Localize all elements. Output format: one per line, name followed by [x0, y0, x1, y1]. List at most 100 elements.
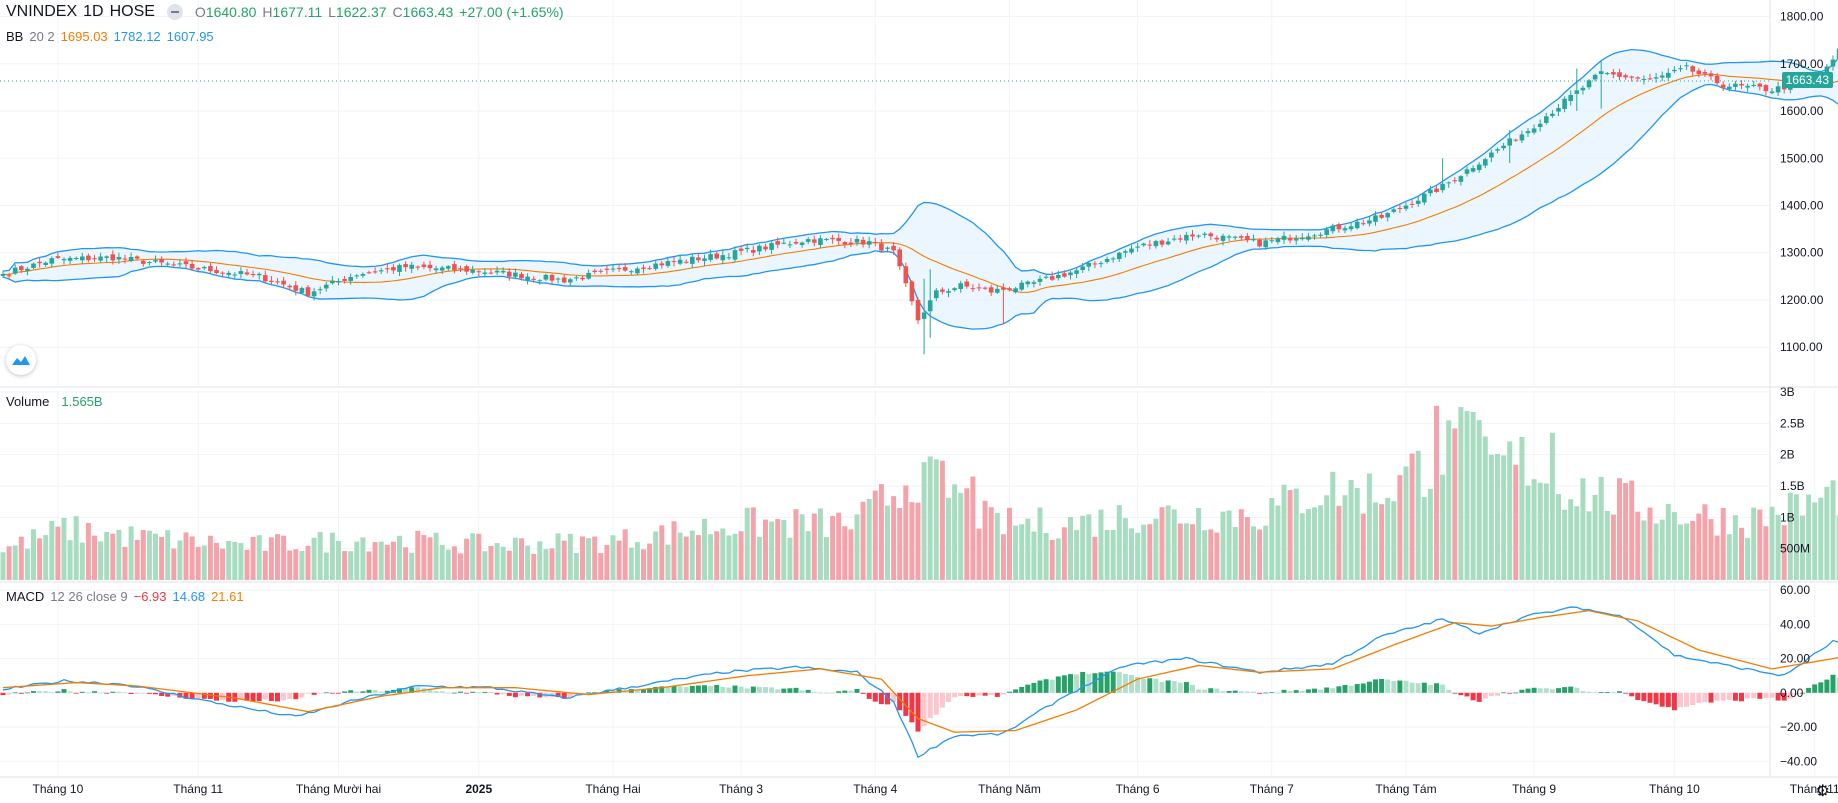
candle-body	[86, 255, 91, 261]
volume-legend[interactable]: Volume 1.565B	[6, 394, 103, 409]
volume-bar	[207, 535, 213, 580]
volume-bar	[1556, 494, 1561, 580]
candle-body	[1708, 73, 1714, 77]
macd-hist-bar	[488, 692, 494, 693]
macd-hist-bar	[1610, 692, 1616, 693]
candle-body	[1104, 258, 1110, 262]
collapse-icon[interactable]	[166, 4, 183, 20]
interval-label[interactable]: 1D	[83, 3, 104, 20]
candle-body	[354, 275, 360, 277]
macd-tick-label: 40.00	[1780, 617, 1810, 631]
macd-hist-bar	[1623, 692, 1629, 694]
volume-bar	[1281, 484, 1287, 580]
macd-hist-bar	[348, 690, 354, 693]
volume-bar	[781, 520, 787, 580]
candle-body	[653, 263, 658, 269]
volume-bar	[976, 528, 982, 580]
candle-body	[982, 287, 988, 289]
volume-bar	[268, 537, 274, 580]
volume-bar	[1171, 509, 1177, 580]
bb-legend[interactable]: BB 20 2 1695.03 1782.12 1607.95	[6, 29, 214, 44]
candle-body	[1470, 168, 1476, 172]
candle-body	[1007, 288, 1012, 291]
macd-hist-bar	[817, 692, 823, 694]
macd-hist-bar	[134, 692, 140, 694]
volume-bar	[1604, 511, 1610, 580]
volume-bar	[982, 500, 988, 580]
volume-bar	[592, 536, 598, 580]
candle-body	[1507, 138, 1512, 146]
candle-body	[1171, 238, 1177, 240]
candle-body	[1501, 145, 1506, 149]
volume-bar	[1074, 529, 1080, 580]
macd-hist-bar	[238, 692, 244, 701]
macd-hist-bar	[1165, 680, 1171, 693]
volume-bar	[653, 531, 659, 580]
candle-body	[1666, 72, 1671, 78]
candle-body	[1635, 77, 1641, 79]
macd-hist-bar	[1220, 691, 1226, 693]
macd-legend[interactable]: MACD 12 26 close 9 −6.93 14.68 21.61	[6, 589, 244, 604]
volume-bar	[1177, 523, 1183, 580]
candle-body	[903, 266, 909, 284]
macd-hist-bar	[695, 685, 701, 693]
volume-bar	[37, 538, 43, 580]
volume-bar	[329, 532, 335, 580]
macd-hist-bar	[1495, 692, 1500, 696]
volume-bar	[659, 525, 665, 580]
candle-body	[1367, 220, 1372, 224]
macd-hist-bar	[250, 692, 256, 702]
open-label: O	[194, 4, 206, 20]
volume-bar	[1714, 535, 1720, 580]
volume-bar	[275, 534, 280, 580]
candle-body	[1757, 83, 1763, 87]
candle-body	[1397, 208, 1403, 210]
macd-hist-bar	[403, 688, 409, 693]
volume-bar	[842, 526, 848, 580]
macd-hist-bar	[1336, 686, 1342, 693]
macd-hist-bar	[958, 692, 964, 697]
bb-basis-line	[2, 73, 1838, 293]
volume-bar	[1568, 499, 1574, 580]
macd-hist-bar	[85, 692, 91, 694]
symbol-name[interactable]: VNINDEX	[6, 3, 78, 20]
volume-bar	[494, 543, 500, 580]
bb-upper-line	[2, 48, 1838, 276]
macd-hist-bar	[360, 691, 366, 693]
macd-hist-bar	[427, 689, 433, 693]
macd-hist-bar	[531, 692, 537, 696]
macd-hist-bar	[445, 692, 451, 694]
macd-line	[2, 606, 1838, 759]
volume-bar	[1647, 507, 1653, 580]
volume-bar	[451, 546, 457, 580]
macd-hist-bar	[1019, 686, 1025, 693]
candle-body	[988, 287, 994, 293]
volume-bar	[1751, 507, 1757, 580]
candle-body	[378, 270, 384, 272]
settings-gear-icon[interactable]: ⚙	[1815, 783, 1830, 800]
macd-hist-bar	[1055, 676, 1061, 693]
volume-tick-label: 500M	[1780, 542, 1810, 556]
candle-body	[55, 256, 61, 258]
time-tick-label: Tháng 9	[1512, 782, 1556, 796]
volume-bar	[372, 542, 378, 580]
macd-hist-bar	[73, 692, 79, 694]
volume-bar	[1257, 529, 1263, 580]
volume-bar	[641, 549, 646, 580]
macd-hist-bar	[1208, 688, 1214, 693]
volume-bar	[708, 534, 714, 580]
brand-logo[interactable]	[6, 345, 36, 375]
volume-bar	[43, 535, 49, 580]
macd-hist-bar	[116, 691, 122, 693]
macd-hist-bar	[1678, 692, 1683, 708]
candle-body	[738, 248, 744, 251]
time-tick-label: Tháng 4	[853, 782, 897, 796]
bb-lower-line	[2, 83, 1838, 330]
volume-bar	[933, 459, 939, 580]
volume-bar	[1013, 525, 1019, 580]
volume-tick-label: 3B	[1780, 385, 1795, 399]
close-label: C	[392, 4, 403, 20]
macd-hist-bar	[933, 692, 939, 715]
volume-bar	[1598, 476, 1604, 580]
